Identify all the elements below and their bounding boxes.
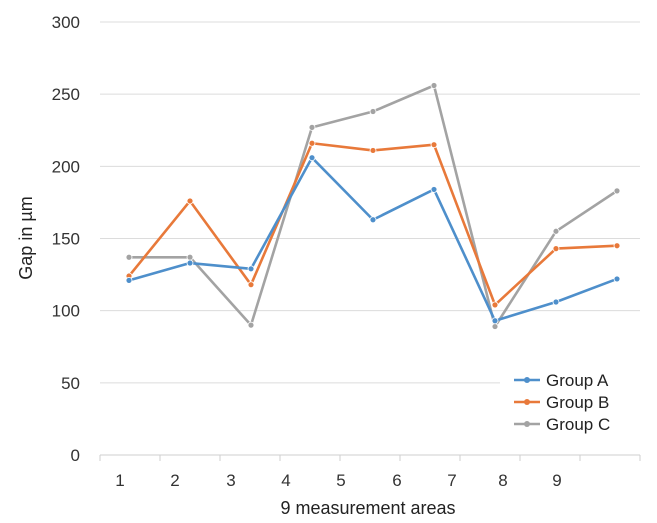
x-tick-label: 6 bbox=[392, 471, 401, 490]
legend-marker bbox=[524, 399, 530, 405]
y-tick-label: 150 bbox=[52, 230, 80, 249]
grid-lines bbox=[100, 21, 640, 456]
series-group-a bbox=[125, 154, 621, 325]
series-line bbox=[127, 156, 619, 323]
data-point bbox=[369, 216, 377, 224]
data-point bbox=[491, 323, 499, 330]
legend-label: Group A bbox=[546, 371, 609, 390]
x-tick-label: 3 bbox=[226, 471, 235, 490]
x-tick-label: 5 bbox=[336, 471, 345, 490]
data-point bbox=[247, 265, 255, 273]
data-point bbox=[186, 253, 194, 261]
data-point bbox=[186, 197, 194, 205]
y-tick-label: 250 bbox=[52, 85, 80, 104]
data-point bbox=[430, 82, 438, 89]
legend-marker bbox=[524, 377, 530, 383]
series-group-c bbox=[125, 82, 621, 330]
data-point bbox=[552, 245, 560, 253]
data-point bbox=[491, 317, 499, 325]
data-point bbox=[247, 321, 255, 329]
y-tick-label: 100 bbox=[52, 302, 80, 321]
series-group-b bbox=[125, 139, 621, 309]
y-axis-label: Gap in µm bbox=[16, 196, 36, 279]
x-tick-label: 9 bbox=[552, 471, 561, 490]
data-point bbox=[125, 276, 133, 284]
x-tick-label: 7 bbox=[447, 471, 456, 490]
legend-item: Group B bbox=[514, 393, 609, 412]
y-tick-label: 200 bbox=[52, 157, 80, 176]
data-point bbox=[369, 108, 377, 115]
x-tick-label: 4 bbox=[281, 471, 290, 490]
x-tick-label: 2 bbox=[170, 471, 179, 490]
legend-item: Group A bbox=[514, 371, 609, 390]
y-tick-label: 300 bbox=[52, 13, 80, 32]
series-lines bbox=[125, 82, 621, 330]
data-point bbox=[430, 186, 438, 193]
data-point bbox=[186, 259, 194, 267]
x-tick-label: 8 bbox=[498, 471, 507, 490]
x-axis-label: 9 measurement areas bbox=[280, 498, 455, 518]
data-point bbox=[613, 242, 621, 250]
legend-label: Group B bbox=[546, 393, 609, 412]
y-tick-label: 50 bbox=[61, 374, 80, 393]
series-line bbox=[127, 84, 619, 328]
data-point bbox=[491, 301, 499, 309]
y-axis-ticks: 0 50 100 150 200 250 300 bbox=[52, 13, 80, 465]
data-point bbox=[369, 147, 377, 154]
legend-marker bbox=[524, 421, 530, 427]
x-tick-label: 1 bbox=[115, 471, 124, 490]
y-tick-label: 0 bbox=[71, 446, 80, 465]
legend-item: Group C bbox=[514, 415, 610, 434]
legend: Group A Group B Group C bbox=[514, 371, 610, 434]
data-point bbox=[308, 123, 316, 131]
data-point bbox=[552, 227, 560, 235]
legend-label: Group C bbox=[546, 415, 610, 434]
data-point bbox=[613, 275, 621, 283]
data-point bbox=[125, 253, 133, 261]
data-point bbox=[430, 141, 438, 149]
series-line bbox=[127, 141, 619, 307]
data-point bbox=[308, 139, 316, 147]
data-point bbox=[308, 154, 316, 162]
data-point bbox=[552, 298, 560, 306]
data-point bbox=[613, 187, 621, 195]
data-point bbox=[247, 281, 255, 289]
x-axis-ticks: 1 2 3 4 5 6 7 8 9 bbox=[99, 455, 641, 490]
